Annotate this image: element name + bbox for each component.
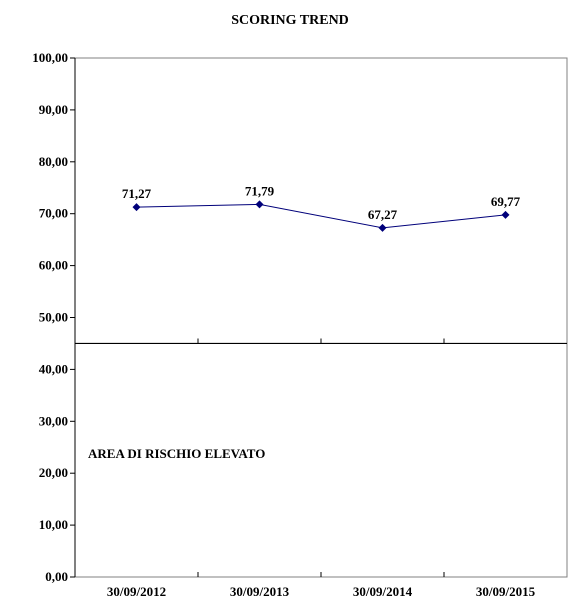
y-tick-label: 90,00 [39, 102, 68, 117]
y-tick-label: 100,00 [32, 50, 68, 65]
data-label: 71,27 [122, 186, 152, 201]
x-tick-label: 30/09/2012 [107, 584, 166, 599]
y-tick-label: 30,00 [39, 413, 68, 428]
y-tick-label: 60,00 [39, 258, 68, 273]
data-label: 71,79 [245, 183, 275, 198]
data-label: 67,27 [368, 207, 398, 222]
data-label: 69,77 [491, 194, 521, 209]
y-tick-label: 80,00 [39, 154, 68, 169]
series-line [136, 203, 506, 229]
y-tick-label: 50,00 [39, 310, 68, 325]
y-tick-label: 10,00 [39, 517, 68, 532]
risk-area-label: AREA DI RISCHIO ELEVATO [88, 446, 265, 461]
chart-title: SCORING TREND [231, 13, 349, 28]
data-point [378, 223, 387, 232]
data-point [255, 200, 264, 209]
x-tick-label: 30/09/2014 [353, 584, 413, 599]
x-tick-label: 30/09/2015 [476, 584, 536, 599]
y-tick-label: 20,00 [39, 465, 68, 480]
y-tick-label: 40,00 [39, 361, 68, 376]
plot-frame [74, 57, 568, 578]
data-point [132, 203, 141, 212]
x-tick-label: 30/09/2013 [230, 584, 290, 599]
data-point [501, 210, 510, 219]
y-tick-label: 70,00 [39, 206, 68, 221]
plot-area: 0,00 10,00 20,00 30,00 40,00 50,00 60,00 70,00 8… [32, 50, 568, 599]
y-tick-label: 0,00 [45, 569, 68, 584]
